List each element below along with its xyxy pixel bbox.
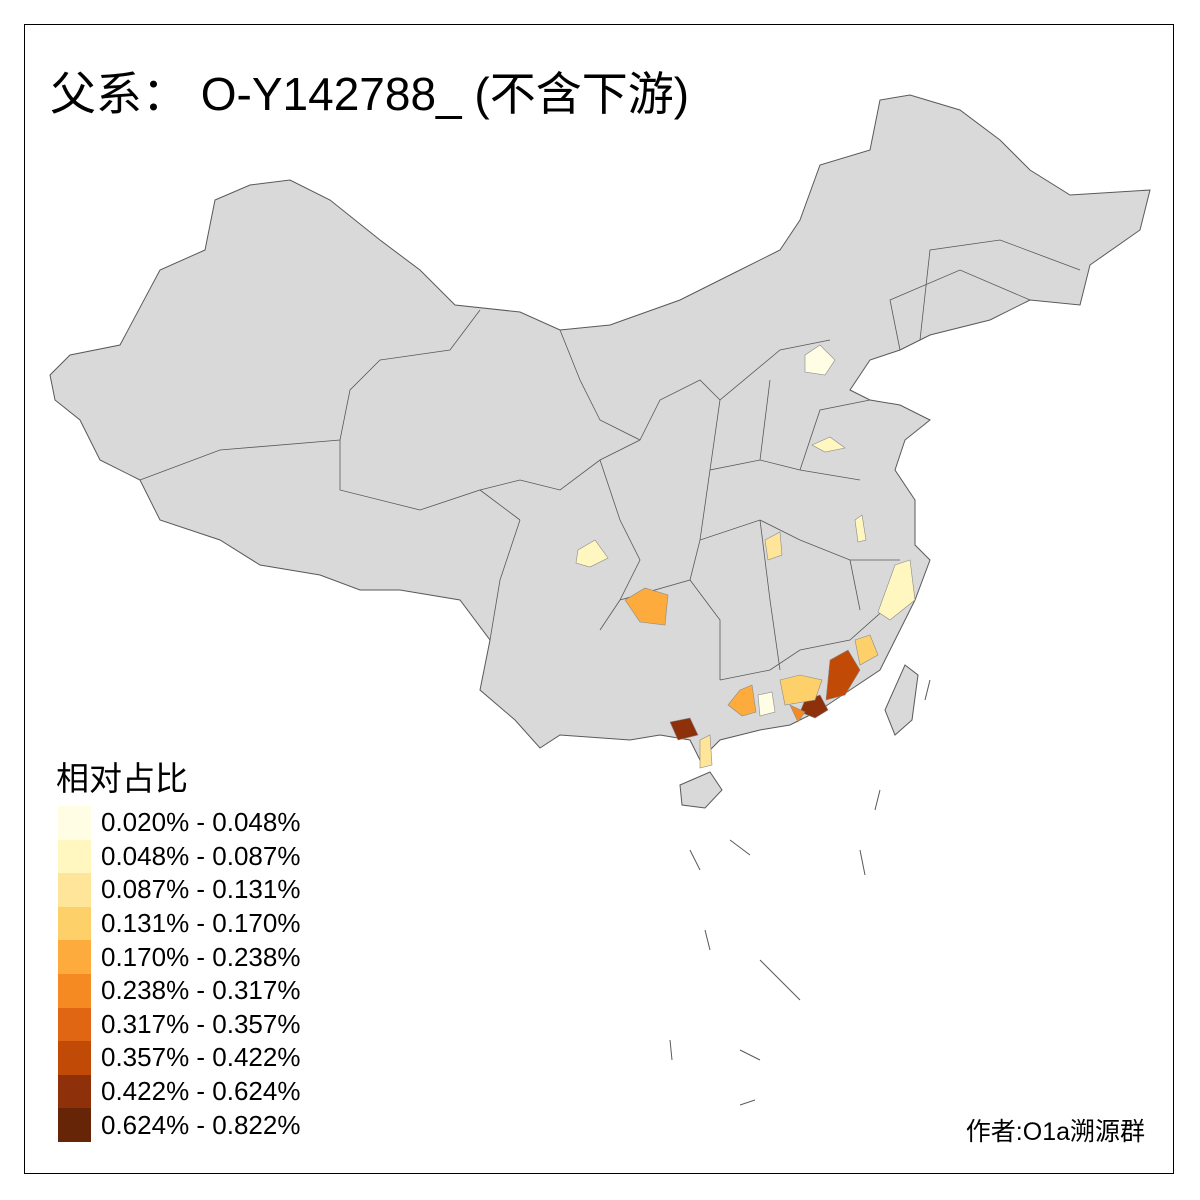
shaded-region bbox=[789, 704, 806, 723]
legend-item: 0.048% - 0.087% bbox=[58, 839, 301, 874]
shaded-region bbox=[624, 587, 669, 626]
legend-label: 0.131% - 0.170% bbox=[101, 908, 301, 939]
legend-swatch bbox=[58, 1074, 91, 1109]
legend-item: 0.238% - 0.317% bbox=[58, 974, 300, 1008]
legend-item: 0.170% - 0.238% bbox=[58, 940, 300, 974]
legend-label: 0.357% - 0.422% bbox=[101, 1042, 301, 1073]
legend-swatch bbox=[58, 940, 91, 974]
shaded-region bbox=[825, 649, 861, 701]
legend-swatch bbox=[58, 839, 91, 874]
legend-swatch bbox=[58, 1041, 91, 1075]
legend-swatch bbox=[58, 1007, 91, 1042]
legend-item: 0.317% - 0.357% bbox=[58, 1007, 301, 1042]
legend-item: 0.357% - 0.422% bbox=[58, 1041, 300, 1075]
legend-label: 0.624% - 0.822% bbox=[101, 1109, 301, 1140]
shaded-region bbox=[764, 531, 783, 561]
province-borders bbox=[139, 239, 1081, 681]
shaded-region bbox=[779, 674, 823, 706]
legend-label: 0.238% - 0.317% bbox=[101, 975, 301, 1006]
shaded-region bbox=[854, 514, 867, 543]
legend-label: 0.087% - 0.131% bbox=[101, 874, 301, 905]
shaded-region bbox=[757, 691, 776, 717]
shaded-region bbox=[575, 539, 609, 568]
legend-swatch bbox=[58, 906, 91, 941]
legend-label: 0.170% - 0.238% bbox=[101, 941, 301, 972]
legend-swatch bbox=[58, 873, 91, 907]
legend-item: 0.624% - 0.822% bbox=[58, 1108, 300, 1142]
map-frame bbox=[24, 24, 1174, 1174]
china-mainland bbox=[49, 94, 1151, 761]
legend-title: 相对占比 bbox=[56, 759, 188, 798]
shaded-region bbox=[669, 717, 699, 741]
legend-swatch bbox=[58, 1108, 91, 1142]
legend-item: 0.087% - 0.131% bbox=[58, 873, 300, 907]
legend-item: 0.131% - 0.170% bbox=[58, 906, 301, 941]
legend-swatch bbox=[58, 806, 91, 840]
legend-item: 0.020% - 0.048% bbox=[58, 806, 300, 840]
china-base-map bbox=[49, 94, 1151, 1106]
legend-label: 0.020% - 0.048% bbox=[101, 807, 301, 838]
author-credit: 作者:O1a溯源群 bbox=[965, 1118, 1145, 1146]
shaded-region bbox=[699, 734, 713, 769]
shaded-region bbox=[811, 436, 846, 453]
south-china-sea-islands bbox=[669, 679, 931, 1106]
shaded-region bbox=[877, 559, 916, 621]
colored-regions bbox=[575, 344, 916, 769]
legend-swatch bbox=[58, 974, 91, 1008]
legend-label: 0.317% - 0.357% bbox=[101, 1008, 301, 1039]
shaded-region bbox=[854, 634, 879, 666]
shaded-region bbox=[804, 344, 836, 376]
shaded-region bbox=[727, 684, 757, 717]
hainan-island bbox=[679, 771, 723, 809]
map-title: 父系： O-Y142788_ (不含下游) bbox=[50, 68, 690, 120]
legend-label: 0.422% - 0.624% bbox=[101, 1076, 301, 1107]
legend-label: 0.048% - 0.087% bbox=[101, 840, 301, 871]
taiwan-island bbox=[884, 664, 919, 736]
legend-item: 0.422% - 0.624% bbox=[58, 1074, 301, 1109]
